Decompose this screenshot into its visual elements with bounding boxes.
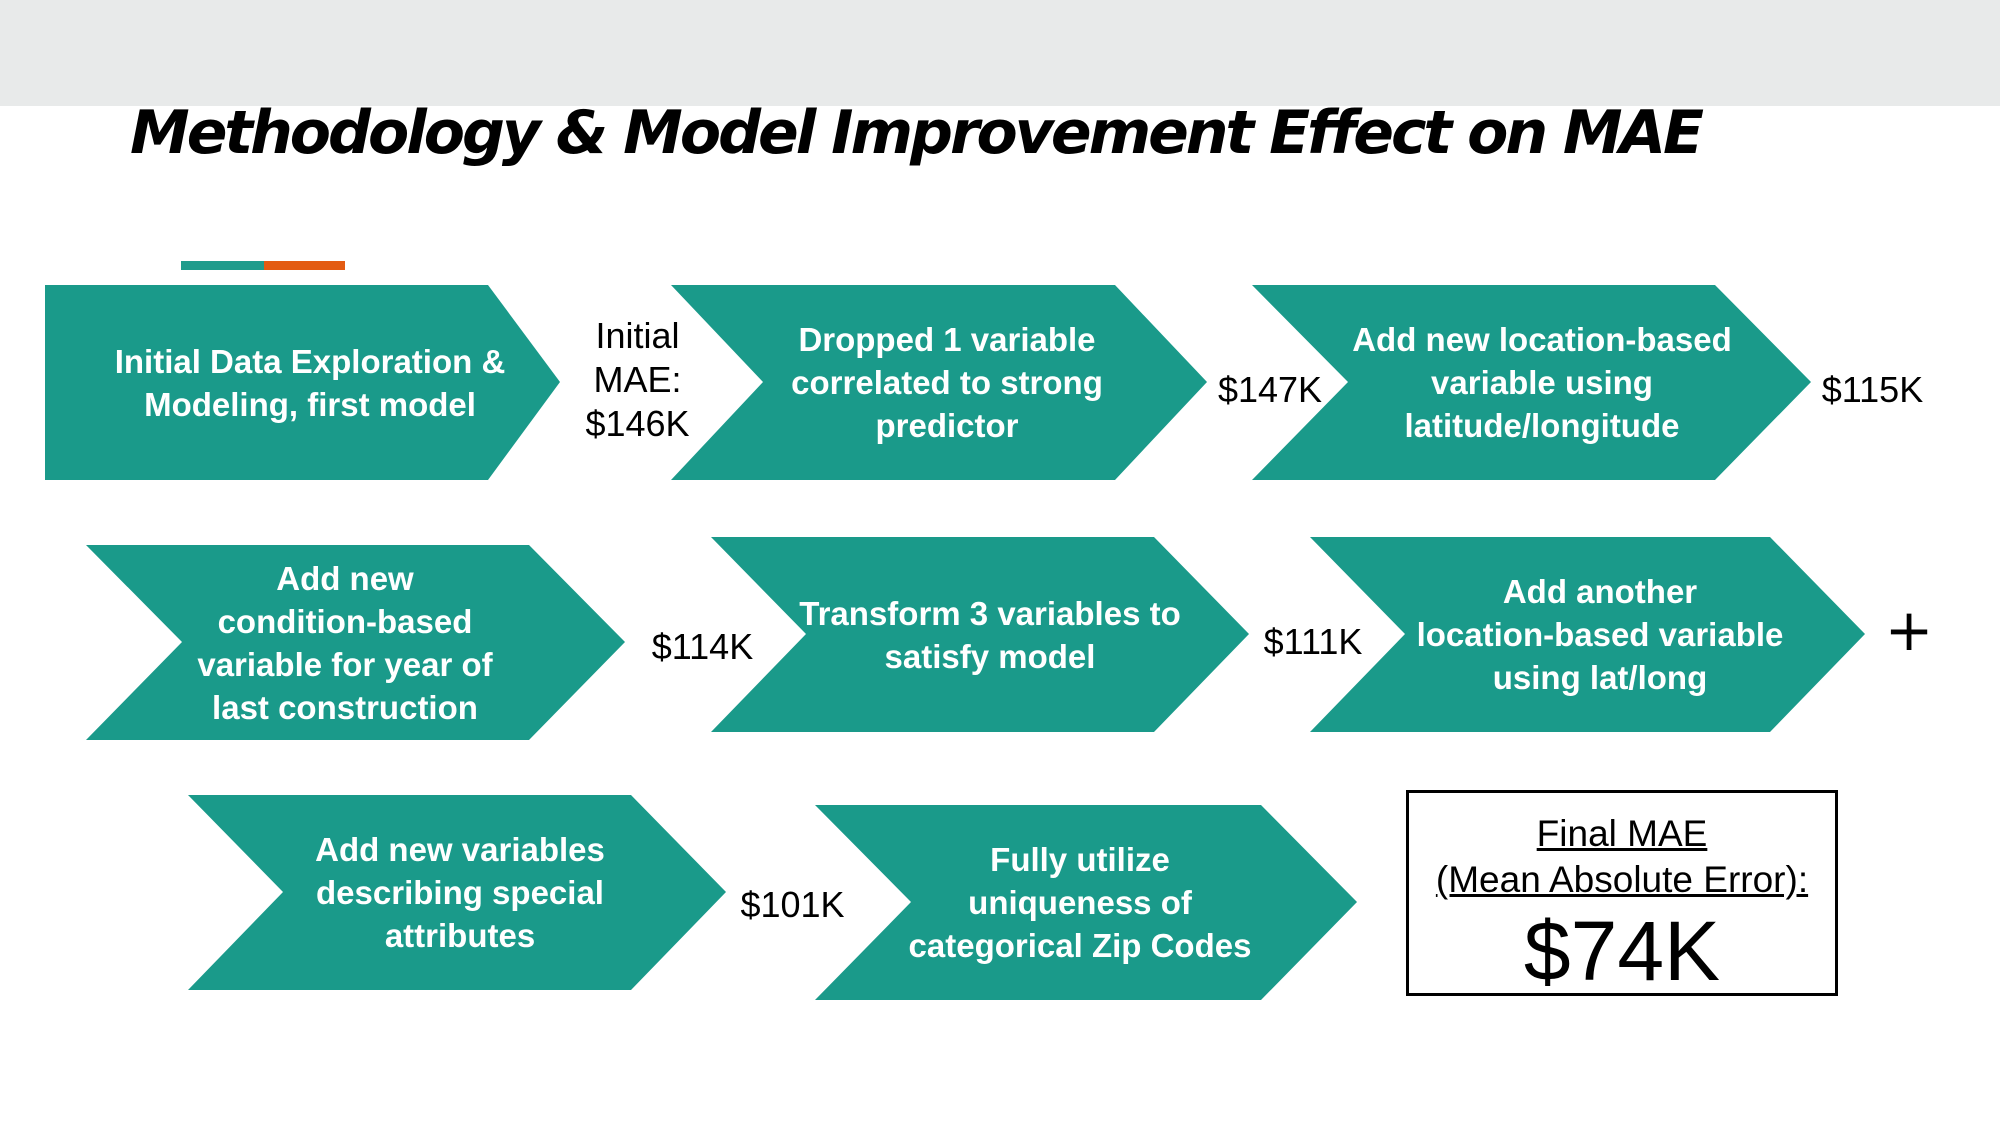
step-6-chevron: [1310, 537, 1865, 732]
mae-value-after-step-2: $147K: [1217, 369, 1323, 410]
step-7-chevron: [188, 795, 726, 990]
step-2-chevron: [671, 285, 1207, 480]
step-2-label: Dropped 1 variable correlated to strong …: [791, 321, 1103, 444]
accent-bar-teal: [181, 261, 264, 270]
mae-value-after-step-7: $101K: [740, 884, 845, 925]
step-8-label: Fully utilize uniqueness of categorical …: [908, 841, 1252, 964]
step-6-label: Add another location-based variable usin…: [1416, 573, 1784, 696]
plus-sign: +: [1884, 596, 1934, 664]
step-1-label: Initial Data Exploration & Modeling, fir…: [114, 342, 506, 423]
final-mae-value: $74K: [1523, 904, 1721, 998]
step-4-label: Add new condition-based variable for yea…: [197, 559, 493, 726]
step-3-chevron: [1252, 285, 1811, 480]
mae-value-after-step-3: $115K: [1821, 369, 1924, 410]
step-8-chevron: [815, 805, 1357, 1000]
final-mae-box: Final MAE (Mean Absolute Error): $74K: [1406, 790, 1838, 998]
accent-bar-orange: [264, 261, 345, 270]
step-5-label: Transform 3 variables to satisfy model: [799, 594, 1181, 675]
final-mae-sublabel: (Mean Absolute Error):: [1435, 859, 1809, 900]
mae-value-after-step-4: $114K: [651, 626, 754, 667]
step-1-chevron: [45, 285, 560, 480]
step-7-label: Add new variables describing special att…: [315, 831, 605, 954]
step-4-chevron: [86, 545, 625, 740]
step-5-chevron: [711, 537, 1249, 732]
step-3-label: Add new location-based variable using la…: [1352, 321, 1732, 444]
top-banner: [0, 0, 2000, 106]
mae-value-after-step-5: $111K: [1263, 621, 1363, 662]
mae-value-initial: Initial MAE: $146K: [585, 315, 690, 444]
final-mae-label: Final MAE: [1536, 813, 1708, 854]
page-title: Methodology & Model Improvement Effect o…: [130, 98, 1704, 168]
